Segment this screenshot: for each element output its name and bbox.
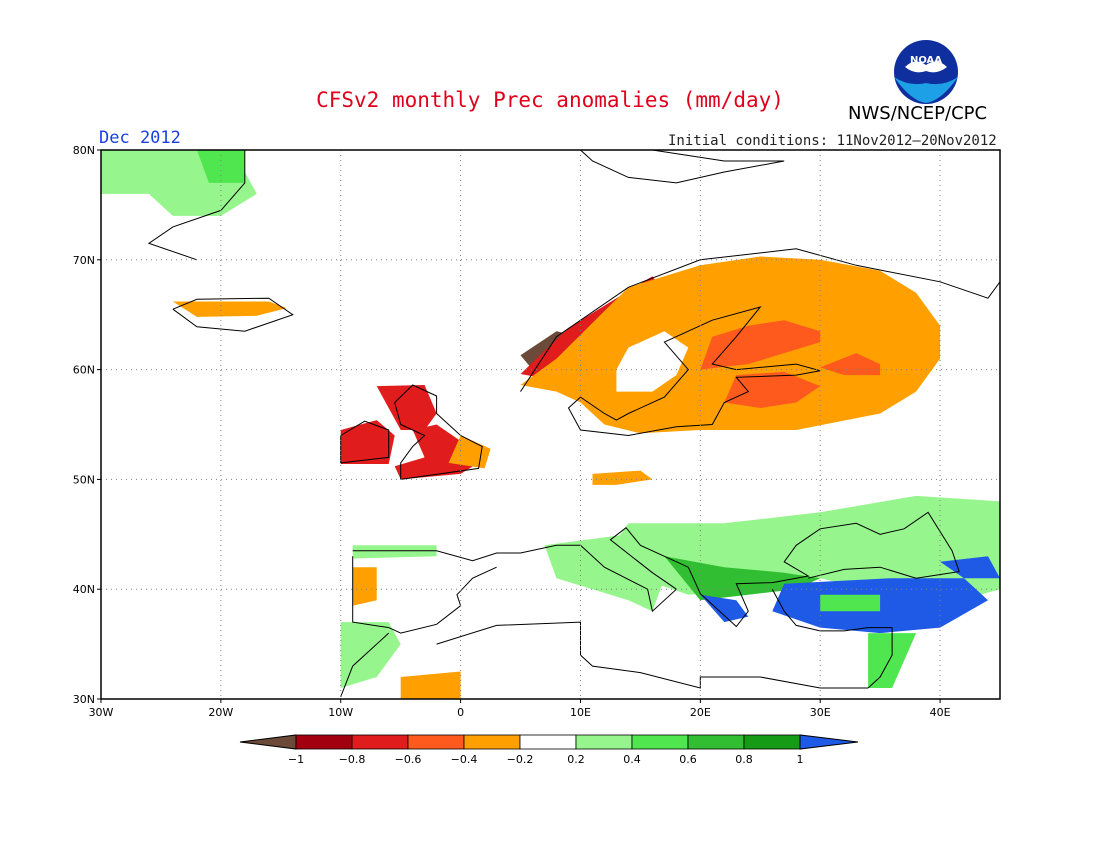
coastline-8 (340, 632, 390, 697)
agency-label: NWS/NCEP/CPC (848, 103, 988, 124)
lat-tick-label: 40N (73, 583, 95, 596)
legend-swatch (687, 734, 745, 750)
coastline-4 (567, 306, 821, 437)
anomaly-italy (544, 534, 665, 612)
lon-tick-label: 30E (810, 706, 831, 719)
map-frame (100, 149, 1001, 700)
coastline-2 (172, 297, 294, 332)
anomaly-scotland (376, 385, 437, 430)
legend-label: −1 (288, 753, 304, 766)
coastline-1 (394, 384, 483, 480)
lat-tick-label: 50N (73, 473, 95, 486)
lat-tick-label: 30N (73, 693, 95, 706)
lat-tick-label: 70N (73, 254, 95, 267)
legend-label: 0.2 (567, 753, 585, 766)
legend-label: −0.2 (507, 753, 534, 766)
anomaly-iceland (172, 301, 287, 317)
anomaly-greece (700, 594, 749, 623)
legend-swatch (631, 734, 689, 750)
anomaly-iberia-south (340, 622, 401, 688)
legend-label: 0.8 (735, 753, 753, 766)
legend-label: 0.4 (623, 753, 641, 766)
anomaly-baltic-east (724, 371, 821, 408)
anomaly-iberia-north (352, 545, 437, 559)
anomaly-caucasus (940, 556, 1000, 579)
forecast-month: Dec 2012 (99, 128, 181, 148)
legend-label: −0.6 (395, 753, 422, 766)
anomaly-germany (592, 470, 653, 485)
legend-arrow-high (799, 734, 859, 750)
anomaly-greenland-core (196, 150, 245, 183)
legend-swatch (575, 734, 633, 750)
lat-tick-label: 60N (73, 364, 95, 377)
anomaly-layer (101, 150, 1000, 699)
legend-label: 0.6 (679, 753, 697, 766)
legend-label: 1 (797, 753, 804, 766)
anomaly-levant (868, 633, 917, 688)
lon-tick-label: 20W (208, 706, 233, 719)
anomaly-turkey (772, 578, 988, 634)
legend-swatch (519, 734, 577, 750)
coastline-11 (580, 149, 785, 184)
colorbar-legend: −1 −0.8 −0.6 −0.4 −0.2 0.2 0.4 0.6 0.8 1 (239, 734, 859, 766)
lon-tick-label: 0 (457, 706, 464, 719)
lon-tick-label: 10E (570, 706, 591, 719)
coastline-10 (147, 150, 246, 261)
chart-title: CFSv2 monthly Prec anomalies (mm/day) (316, 88, 784, 112)
anomaly-finland-west (700, 320, 821, 370)
anomaly-sweden-inner (616, 331, 689, 392)
anomaly-turkey-inner (820, 594, 881, 612)
anomaly-russia-nw (820, 353, 881, 376)
lat-tick-label: 80N (73, 144, 95, 157)
coastline-9 (436, 621, 869, 689)
legend-swatch (295, 734, 353, 750)
lon-tick-label: 10W (328, 706, 353, 719)
initial-conditions: Initial conditions: 11Nov2012–20Nov2012 (668, 133, 997, 149)
anomaly-iberia-west (352, 567, 377, 606)
anomaly-england (394, 424, 479, 480)
logo-text: NOAA (910, 55, 942, 66)
noaa-logo: NOAA (894, 40, 958, 104)
legend-swatch (351, 734, 409, 750)
legend-arrow-low (239, 734, 297, 750)
coastline-5 (352, 511, 960, 628)
lon-tick-label: 20E (690, 706, 711, 719)
lon-tick-label: 30W (89, 706, 114, 719)
lon-tick-label: 40E (930, 706, 951, 719)
anomaly-morocco (400, 671, 461, 699)
legend-swatch (407, 734, 465, 750)
legend-label: −0.4 (451, 753, 478, 766)
coastline-6 (771, 588, 893, 689)
coastline-7 (352, 556, 497, 634)
legend-label: −0.8 (339, 753, 366, 766)
anomaly-ireland (340, 420, 395, 464)
legend-swatch (463, 734, 521, 750)
legend-swatch (743, 734, 801, 750)
